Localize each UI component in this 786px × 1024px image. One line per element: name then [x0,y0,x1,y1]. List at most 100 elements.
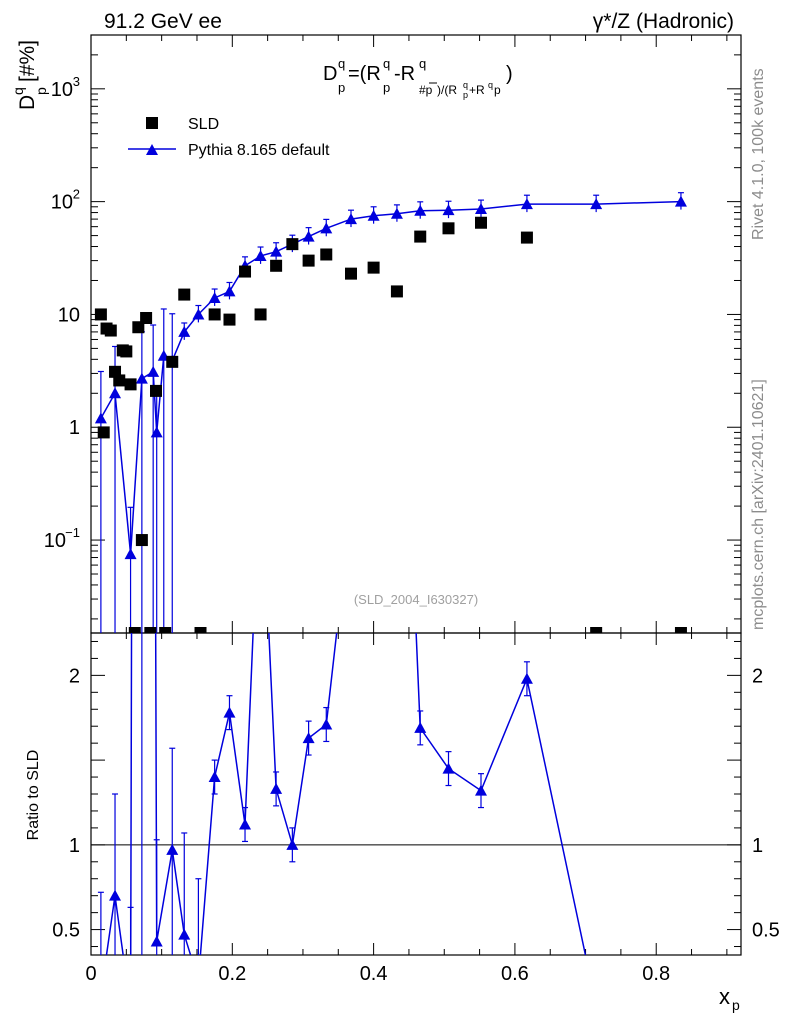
mc-series [94,192,687,633]
legend-marker-sld [146,117,158,129]
analysis-watermark: (SLD_2004_I630327) [354,592,478,607]
mcplots-site-label: mcplots.cern.ch [arXiv:2401.10621] [750,379,767,630]
mc-point [442,204,455,216]
ratio-point [239,818,252,830]
sld-point [124,378,137,391]
ratio-point [270,782,283,794]
title-sup-q4: q [463,80,468,90]
ratio-point [442,762,455,774]
sld-point [104,324,117,337]
mc-series-line [100,200,681,555]
legend-marker-pythia [146,144,158,155]
ratio-point [345,500,357,511]
ylabel-D: D [16,95,39,110]
ratio-point [95,988,107,999]
xlabel-sub-p: p [732,997,740,1013]
x-axis-label: x p [719,984,740,1013]
y-tick-label: 10 3 [51,74,80,101]
ratio-tick-label: 0.5 [52,920,80,942]
sld-point [194,627,207,633]
header-left: 91.2 GeV ee [104,10,222,33]
mc-point [192,308,205,320]
y-tick-base: 10 [44,530,66,552]
ratio-tick-label-right: 2 [752,665,763,687]
mc-point [178,325,191,337]
sld-point [166,355,179,368]
mc-point [223,285,236,297]
rivet-version-label: Rivet 4.1.0, 100k events [750,68,767,240]
y-tick-exp: 2 [73,187,80,202]
ratio-point [286,838,299,850]
x-tick-label: 0.2 [218,963,246,985]
title-p-end: p [494,83,501,97]
sld-point [120,345,133,358]
sld-point [286,238,299,251]
ratio-tick-label: 1 [69,835,80,857]
mc-point [320,222,333,234]
sld-point [254,308,267,321]
sld-point [113,374,126,387]
mc-point [109,387,122,399]
title-plus-R: +R [469,83,485,97]
sld-point [520,231,533,244]
mc-point [345,213,357,225]
sld-point [128,627,141,633]
x-tick-label: 0 [85,963,96,985]
y-tick-label: 10 2 [51,187,80,214]
title-close: ) [506,63,513,85]
mc-point [135,372,148,384]
ratio-point [320,718,333,730]
sld-point [414,230,427,243]
sld-point [97,426,110,439]
data-series [94,216,687,633]
title-sup-q2: q [383,56,390,71]
ratio-tick-label-right: 0.5 [752,920,780,942]
ratio-point [255,449,267,460]
sld-point [140,311,153,324]
ratio-point [192,974,204,985]
ratio-y-axis-label: Ratio to SLD [25,750,42,841]
ratio-point [414,721,427,733]
ratio-point [391,178,403,189]
x-tick-label: 0.4 [360,963,388,985]
sld-point [208,308,221,321]
sld-point [345,267,357,280]
ylabel-sub-p: p [33,87,49,95]
sld-point [442,222,455,235]
sld-point [475,216,487,229]
title-sub-p: p [338,80,345,95]
ratio-point [590,1000,602,1011]
axis-ticks [90,34,741,955]
ratio-point [302,732,315,744]
mc-point [147,365,160,377]
y-tick-label: 10 −1 [44,525,80,552]
legend-label-sld: SLD [188,116,219,133]
sld-point [150,384,162,397]
header-right: γ*/Z (Hadronic) [593,10,734,33]
sld-point [239,265,252,278]
ratio-series [95,178,602,1011]
sld-point [390,285,403,298]
ylabel-sup-q: q [10,87,26,95]
ylabel-unit: [#%] [16,40,39,82]
mc-point [150,426,163,438]
sld-point [223,313,236,326]
sld-point [674,627,687,633]
title-sub-p2: p [383,80,390,95]
ratio-point [109,889,122,901]
ratio-point [520,672,533,684]
title-eq-open: =(R [348,63,381,85]
sld-point [367,261,380,274]
sld-point [590,627,603,633]
title-minus-R: -R [394,63,415,85]
x-tick-labels: 0 0.2 0.4 0.6 0.8 [85,963,670,985]
title-sub-p4: p [463,90,468,100]
ratio-point [223,706,236,718]
sld-point [144,627,157,633]
mc-point [124,548,137,560]
y-tick-base: 10 [51,192,73,214]
ratio-point [178,928,191,940]
y-tick-exp: 3 [73,74,80,89]
